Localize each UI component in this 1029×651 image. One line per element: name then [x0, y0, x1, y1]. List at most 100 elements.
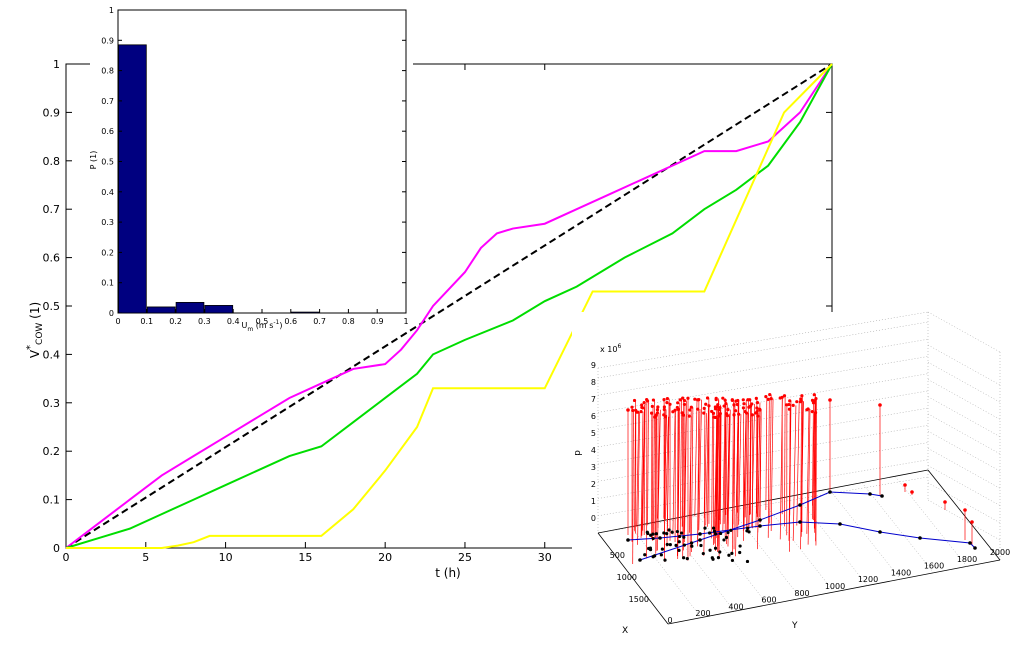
3d-stem — [636, 412, 640, 527]
inset-y-tick-label: 0.2 — [101, 248, 114, 257]
3d-stem-head — [814, 396, 818, 401]
3d-stem-head — [632, 398, 637, 403]
3d-x-tick-label: 1000 — [617, 573, 637, 582]
3d-track-point — [727, 553, 731, 557]
3d-stem-head — [910, 490, 914, 494]
series-line-2 — [65, 63, 833, 549]
3d-z-tick-label: 8 — [591, 378, 596, 387]
inset-x-axis-label: Um (m s-1) — [242, 319, 283, 333]
3d-stem-head — [768, 392, 772, 397]
3d-stem — [814, 400, 817, 533]
3d-stem-head — [711, 411, 716, 415]
3d-stems — [626, 392, 974, 564]
3d-stem-head — [754, 396, 758, 400]
3d-stem — [632, 410, 634, 564]
3d-stem — [727, 409, 731, 547]
3d-stem-head — [676, 407, 680, 411]
series-line-3 — [66, 63, 833, 549]
main-axis-ticks: 0 5 10 15 20 25 3000.10.20.30.40.50.60.70.80.9… — [43, 58, 832, 564]
3d-track-point — [682, 535, 686, 539]
3d-stem — [735, 410, 739, 557]
3d-stem — [724, 400, 727, 538]
3d-stem-head — [662, 398, 666, 402]
3d-z-tick-label: 6 — [591, 412, 596, 421]
3d-track-point — [690, 544, 694, 548]
3d-stem-head — [766, 397, 770, 401]
3d-stem — [800, 401, 804, 537]
3d-stem — [637, 412, 641, 545]
3d-stem-head — [970, 520, 974, 524]
3d-z-scale-label: x 106 — [600, 343, 621, 354]
3d-y-tick-label: 200 — [695, 609, 710, 618]
3d-stem — [748, 407, 752, 531]
main-series — [65, 63, 833, 549]
3d-stem — [744, 411, 748, 518]
histogram-bar — [204, 305, 234, 314]
3d-stem — [666, 402, 670, 547]
3d-stem — [806, 409, 810, 534]
3d-track-point — [713, 546, 718, 550]
3d-stem — [789, 409, 791, 552]
3d-stem-head — [743, 410, 747, 414]
3d-stem — [767, 399, 770, 538]
inset-y-tick-label: 0 — [109, 309, 114, 318]
3d-stem-head — [705, 396, 710, 400]
3d-track-point — [738, 550, 742, 555]
3d-z-axis-label: p — [573, 450, 583, 456]
3d-stem-head — [673, 408, 677, 412]
main-x-tick-label: 10 — [219, 551, 233, 564]
3d-stem-head — [750, 413, 754, 417]
3d-stem-head — [721, 396, 725, 400]
inset-y-tick-label: 0.1 — [101, 279, 114, 288]
3d-z-tick-label: 7 — [591, 395, 596, 404]
3d-stem — [813, 402, 816, 521]
3d-stem-head — [730, 398, 734, 402]
3d-track-point — [682, 543, 687, 547]
3d-stem — [725, 403, 728, 515]
inset-x-tick-label: 0.9 — [371, 317, 384, 326]
3d-stem-head — [695, 398, 700, 402]
main-x-tick-label: 0 — [63, 551, 70, 564]
3d-floor-edge — [597, 469, 929, 534]
3d-track-point — [798, 503, 802, 507]
3d-track-point — [698, 538, 702, 542]
3d-stem — [726, 413, 730, 545]
3d-y-tick-label: 1400 — [891, 568, 911, 577]
main-y-tick-label: 0.9 — [43, 106, 61, 119]
histogram-bar — [146, 306, 176, 314]
3d-stem-head — [713, 407, 718, 411]
3d-stem-head — [741, 406, 746, 410]
3d-y-tick-label: 1200 — [858, 575, 878, 584]
3d-stem-head — [681, 396, 685, 400]
3d-stem — [694, 399, 698, 517]
inset-x-tick-label: 0.1 — [140, 317, 153, 326]
3d-y-tick-label: 400 — [728, 602, 743, 611]
3d-stem — [698, 399, 702, 531]
3d-stem-head — [678, 398, 682, 402]
3d-stem — [652, 406, 654, 541]
3d-stem-head — [799, 399, 803, 403]
3d-stem — [770, 398, 774, 532]
3d-stem-head — [688, 408, 692, 412]
3d-stem-head — [682, 402, 687, 407]
3d-track-point — [838, 522, 842, 526]
3d-track-point — [746, 526, 750, 530]
3d-stem-head — [732, 403, 736, 407]
main-y-tick-label: 0.5 — [43, 300, 61, 313]
main-y-tick-label: 0.6 — [43, 252, 61, 265]
3d-stem-plot: 0 1 2 3 4 5 6 7 8 9 500 1000 1500 0 200 400 600 800 1000 12… — [572, 311, 1029, 651]
main-y-tick-label: 1 — [53, 58, 60, 71]
3d-x-tick-label: 500 — [610, 551, 625, 560]
3d-stem — [707, 397, 710, 527]
3d-stem-head — [736, 398, 740, 403]
3d-stem-head — [686, 396, 690, 400]
3d-y-tick-label: 1800 — [957, 555, 977, 564]
3d-track-point — [698, 532, 702, 536]
3d-track-point — [643, 553, 647, 557]
3d-stem — [759, 409, 762, 524]
3d-stem — [634, 400, 636, 531]
3d-stem — [640, 411, 644, 538]
3d-stem-head — [689, 405, 693, 409]
inset-y-tick-label: 0.6 — [101, 127, 114, 136]
main-x-tick-label: 15 — [298, 551, 312, 564]
